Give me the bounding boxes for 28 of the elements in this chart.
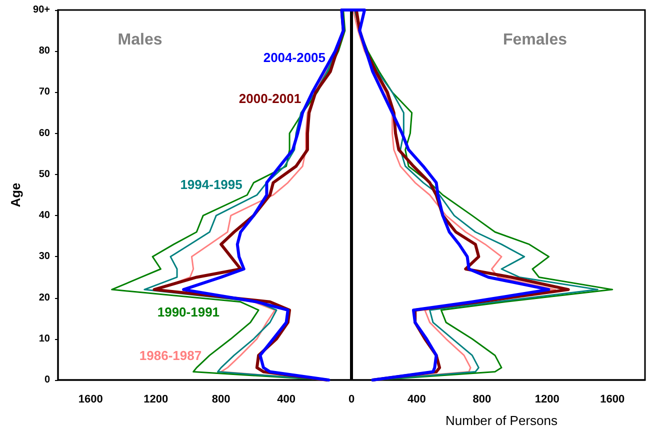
y-tick-label: 90+: [33, 4, 50, 16]
x-tick-label: 800: [212, 394, 230, 406]
x-tick-label: 400: [277, 394, 296, 406]
series-label: 1986-1987: [139, 348, 202, 363]
x-tick-label: 1600: [78, 394, 103, 406]
y-axis-title: Age: [8, 182, 23, 208]
y-tick-label: 70: [38, 86, 50, 98]
series-label: 2000-2001: [238, 90, 302, 106]
y-tick-label: 0: [44, 374, 50, 386]
y-tick-label: 30: [38, 251, 50, 262]
x-tick-label: 1600: [600, 394, 625, 406]
x-tick-label: 400: [408, 394, 426, 406]
annotation: Females: [502, 32, 568, 48]
series-label: 2004-2005: [263, 50, 326, 65]
x-tick-label: 800: [472, 394, 492, 406]
y-tick-label: 20: [38, 292, 50, 304]
y-tick-label: 10: [38, 333, 50, 344]
y-tick-label: 40: [38, 210, 50, 222]
y-tick-label: 80: [38, 46, 50, 57]
x-tick-label: 1200: [534, 394, 560, 406]
series-label: 1990-1991: [157, 304, 220, 320]
y-tick-label: 50: [38, 168, 50, 180]
y-tick-label: 60: [38, 128, 50, 139]
annotation: Males: [118, 32, 162, 48]
x-axis-title: Number of Persons: [446, 413, 558, 428]
series-label: 1994-1995: [180, 177, 242, 192]
x-tick-label: 1200: [144, 394, 168, 406]
x-tick-label: 0: [348, 394, 355, 406]
